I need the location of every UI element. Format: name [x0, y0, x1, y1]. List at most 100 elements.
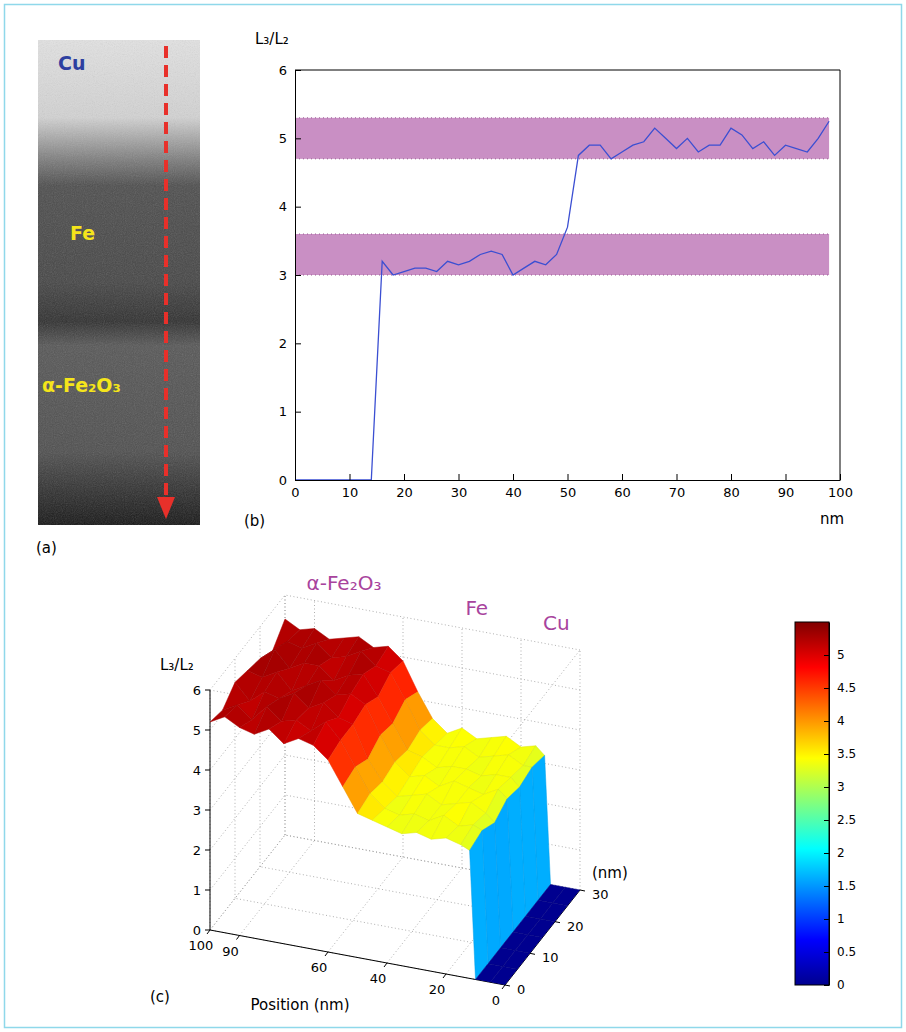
wall-grid-line: [210, 835, 285, 930]
colorbar: 00.511.522.533.544.55: [795, 622, 856, 992]
y-tick-label: 20: [567, 919, 584, 934]
figure: CuFeα-Fe₂O₃(a)01020304050607080901000123…: [0, 0, 906, 1032]
floor-grid-line: [210, 835, 285, 930]
y-tick-label: 6: [279, 63, 287, 78]
x-tick-mark: [237, 936, 240, 940]
y-tick-label: 30: [592, 887, 609, 902]
colorbar-tick-label: 3: [837, 780, 845, 794]
x-tick-mark: [443, 974, 446, 978]
scan-arrow-line: [164, 46, 168, 499]
z-tick-label: 1: [193, 883, 201, 898]
x-axis-line: [210, 930, 505, 985]
floor-grid-line: [328, 857, 403, 952]
figure-frame: [5, 5, 902, 1028]
reference-band-edge: [295, 117, 829, 118]
y-tick-label: 2: [279, 336, 287, 351]
colorbar-tick: 1: [824, 912, 845, 926]
y-tick-label: 0: [279, 473, 287, 488]
x-tick-label: 60: [614, 485, 631, 500]
reference-band-edge: [295, 234, 829, 235]
colorbar-tick-mark: [824, 919, 829, 920]
x-tick-label: 90: [222, 944, 239, 959]
x-tick-mark: [513, 474, 514, 480]
x-tick: 90: [778, 474, 795, 500]
colorbar-tick-label: 2.5: [837, 813, 856, 827]
surface-facet: [540, 903, 567, 922]
floor-grid-line: [240, 841, 315, 936]
floor-grid-line: [210, 930, 505, 985]
x-axis-title: nm: [820, 510, 844, 528]
layer-label: Cu: [58, 52, 85, 74]
y-tick-label: 5: [279, 131, 287, 146]
x-tick-label: 40: [505, 485, 522, 500]
surface-facet: [553, 887, 580, 906]
x-tick-mark: [350, 474, 351, 480]
floor-grid-line: [387, 868, 462, 963]
scan-arrow-head: [157, 497, 175, 519]
x-tick-mark: [677, 474, 678, 480]
surface-facet: [490, 966, 517, 985]
y-tick-label: 0: [517, 982, 525, 997]
z-tick-mark: [205, 770, 210, 771]
z-tick-mark: [205, 730, 210, 731]
z-axis-title: L₃/L₂: [160, 656, 194, 674]
x-tick-label: 100: [828, 485, 853, 500]
z-tick-mark: [205, 930, 210, 931]
z-tick-label: 6: [193, 683, 201, 698]
x-tick-label: 90: [778, 485, 795, 500]
wall-grid-line: [210, 755, 285, 850]
y-tick-mark: [555, 922, 560, 923]
colorbar-tick-mark: [824, 721, 829, 722]
z-tick-label: 2: [193, 843, 201, 858]
y-axis-title: L₃/L₂: [255, 30, 289, 48]
y-tick-label: 10: [542, 950, 559, 965]
colorbar-tick: 1.5: [824, 879, 856, 893]
z-tick-label: 5: [193, 723, 201, 738]
z-tick-mark: [205, 850, 210, 851]
colorbar-tick: 2: [824, 846, 845, 860]
region-label: Fe: [465, 596, 488, 620]
x-tick: 80: [723, 474, 740, 500]
z-tick-label: 0: [193, 923, 201, 938]
layer-label: Fe: [70, 222, 95, 244]
micrograph-grain: [38, 40, 200, 525]
x-tick-label: 0: [291, 485, 299, 500]
colorbar-tick-label: 4: [837, 714, 845, 728]
plot-frame: [295, 70, 840, 71]
colorbar-tick: 5: [824, 648, 845, 662]
colorbar-tick: 0.5: [824, 945, 856, 959]
colorbar-tick: 4: [824, 714, 845, 728]
colorbar-axis-line: [829, 623, 830, 986]
x-tick-label: 100: [189, 938, 214, 953]
y-tick-mark: [295, 412, 301, 413]
x-tick-mark: [207, 930, 210, 934]
surface-facet: [503, 951, 530, 970]
y-tick-label: 3: [279, 268, 287, 283]
reference-band-edge: [295, 275, 829, 276]
x-tick-mark: [404, 474, 405, 480]
colorbar-tick-label: 4.5: [837, 681, 856, 695]
x-tick-mark: [731, 474, 732, 480]
colorbar-tick-mark: [824, 754, 829, 755]
y-tick: 4: [279, 199, 301, 214]
y-tick: 2: [279, 336, 301, 351]
x-tick: 20: [396, 474, 413, 500]
x-tick-mark: [325, 952, 328, 956]
y-tick-label: 1: [279, 404, 287, 419]
colorbar-tick: 2.5: [824, 813, 856, 827]
y-axis: 0 1 2 3 4 5 6: [279, 63, 301, 488]
y-tick-mark: [295, 480, 301, 481]
y-tick: 3: [279, 268, 301, 283]
panel-a: CuFeα-Fe₂O₃(a): [36, 40, 200, 557]
x-tick-mark: [568, 474, 569, 480]
colorbar-tick-mark: [824, 820, 829, 821]
x-axis-title: Position (nm): [251, 996, 350, 1014]
x-tick-mark: [459, 474, 460, 480]
x-tick-label: 0: [492, 993, 500, 1008]
colorbar-tick: 3: [824, 780, 845, 794]
y-tick: 0: [279, 473, 301, 488]
z-tick-mark: [205, 890, 210, 891]
x-tick: 10: [342, 474, 359, 500]
x-tick-label: 10: [342, 485, 359, 500]
surface: [210, 619, 580, 985]
